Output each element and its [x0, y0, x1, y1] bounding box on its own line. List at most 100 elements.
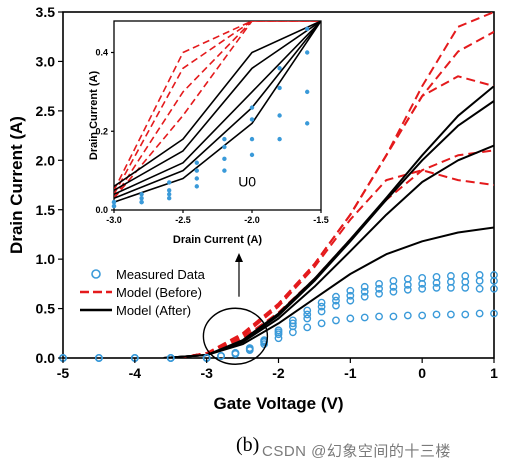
measured-point [375, 284, 383, 293]
measured-point [194, 184, 199, 189]
model-before-line [114, 21, 321, 199]
model-before-line [114, 21, 321, 199]
y-tick-label: 0.5 [36, 301, 56, 317]
measured-point [303, 314, 312, 323]
inset-annotation: U0 [238, 173, 256, 189]
measured-point [222, 144, 227, 150]
measured-point [222, 168, 227, 173]
measured-point [461, 310, 470, 319]
measured-point [274, 334, 283, 343]
model-after-line [114, 21, 321, 203]
model-before-line [114, 21, 321, 191]
measured-point [475, 309, 484, 318]
x-axis-title: Drain Current (A) [173, 234, 263, 246]
measured-point [305, 50, 310, 55]
measured-point [332, 301, 340, 310]
x-tick-label: -2.5 [175, 215, 191, 225]
measured-point [222, 156, 227, 162]
measured-point [360, 282, 369, 291]
model-after-line [114, 21, 321, 196]
zoom-highlight-circle [202, 307, 269, 365]
measured-point [305, 121, 310, 126]
measured-point [346, 286, 355, 295]
legend-label: Model (Before) [116, 285, 202, 300]
measured-point [217, 352, 225, 360]
model-after-line [114, 21, 321, 188]
measured-point [166, 354, 175, 362]
watermark-text: CSDN @幻象空间的十三楼 [262, 443, 451, 460]
measured-point [194, 160, 199, 165]
zoom-arrow-head [234, 253, 243, 262]
measured-point [332, 296, 340, 305]
x-tick-label: -1 [344, 365, 357, 381]
legend-marker-measured [91, 269, 101, 279]
measured-point [194, 168, 199, 173]
measured-point [303, 310, 312, 319]
measured-point [475, 276, 484, 285]
measured-point [432, 283, 441, 292]
measured-point [375, 289, 383, 298]
measured-point [403, 311, 412, 320]
measured-point [332, 316, 340, 325]
measured-point [389, 282, 398, 291]
measured-point [446, 283, 455, 292]
measured-point [245, 346, 254, 354]
x-tick-label: 1 [490, 365, 498, 381]
measured-point [346, 314, 355, 323]
measured-point [317, 307, 326, 316]
measured-point [222, 136, 227, 142]
y-axis-title: Drain Current (A) [88, 71, 100, 161]
measured-point [446, 310, 455, 319]
measured-point [490, 284, 498, 293]
measured-point [360, 313, 369, 322]
measured-point [332, 292, 340, 301]
measured-point [167, 180, 172, 185]
y-tick-label: 3.0 [36, 53, 56, 69]
measured-point [139, 195, 144, 201]
measured-point [111, 203, 117, 209]
measured-point [277, 85, 282, 91]
x-tick-label: -3 [200, 365, 213, 381]
measured-point [277, 66, 282, 71]
measured-point [389, 312, 398, 321]
legend-label: Model (After) [116, 303, 191, 318]
measured-point [375, 279, 383, 288]
y-tick-label: 2.5 [36, 103, 56, 119]
measured-point [288, 328, 297, 337]
y-tick-label: 1.0 [36, 251, 56, 267]
y-tick-label: 2.0 [36, 152, 56, 168]
measured-point [432, 278, 441, 287]
model-after-line [114, 21, 321, 191]
measured-point [249, 136, 255, 142]
x-tick-label: -3.0 [106, 215, 122, 225]
model-after-line [163, 226, 494, 358]
plot-frame [113, 20, 322, 211]
measured-point [194, 176, 199, 181]
y-tick-label: 0.0 [36, 350, 56, 366]
x-tick-label: -1.5 [313, 215, 329, 225]
measured-point [249, 152, 255, 158]
x-tick-label: 0 [418, 365, 426, 381]
measured-point [475, 284, 484, 293]
measured-point [432, 310, 441, 319]
measured-point [490, 276, 498, 285]
y-tick-label: 0.2 [95, 126, 108, 136]
measured-point [303, 323, 312, 332]
y-tick-label: 3.5 [36, 4, 56, 20]
measured-point [288, 319, 297, 328]
measured-point [167, 195, 172, 201]
inset-chart: -3.0 -2.5 -2.0 -1.5 0.0 0.2 0.4 Drain Current (… [88, 20, 329, 246]
measured-point [139, 192, 144, 197]
measured-point [95, 354, 103, 362]
measured-point [317, 298, 326, 307]
measured-point [389, 287, 398, 296]
measured-point [139, 199, 144, 205]
legend-label: Measured Data [116, 267, 206, 282]
measured-point [403, 280, 412, 289]
x-axis-title: Gate Voltage (V) [213, 394, 343, 413]
model-after-line [114, 21, 321, 199]
measured-point [317, 319, 326, 328]
measured-point [360, 292, 369, 301]
x-tick-label: -2 [272, 365, 285, 381]
